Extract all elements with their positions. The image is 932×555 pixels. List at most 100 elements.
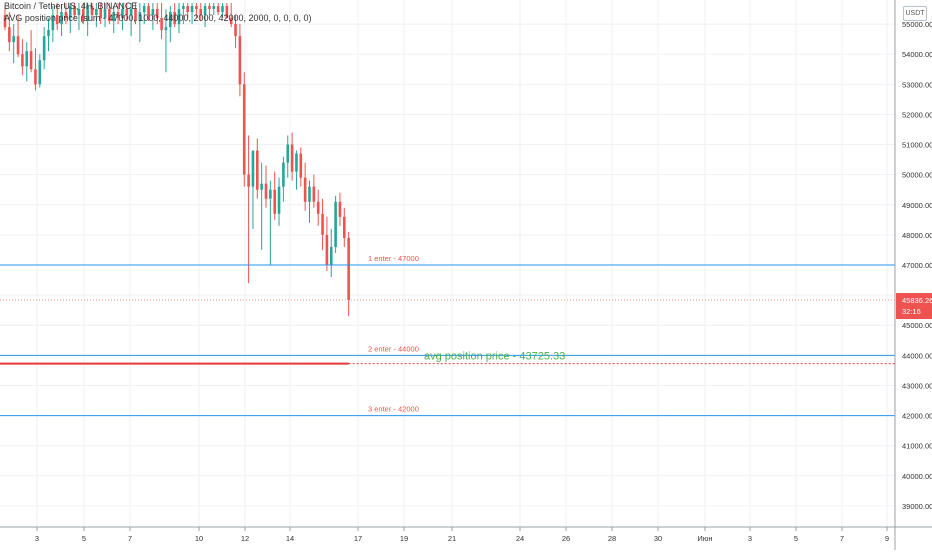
x-tick-label: 12 [241, 534, 249, 543]
bearish-candle [299, 147, 303, 187]
candle-body [12, 36, 15, 43]
bearish-candle [229, 3, 233, 28]
bearish-candle [99, 3, 102, 25]
candle-body [151, 9, 155, 16]
x-tick-label: 10 [195, 534, 203, 543]
price-levels: 1 enter - 47000 2 enter - 44000 3 enter - … [0, 254, 895, 417]
candle-body [229, 18, 233, 25]
candle-body [60, 12, 63, 25]
candle-body [303, 177, 307, 202]
x-tick-label: 28 [608, 534, 616, 543]
candle-body [212, 6, 216, 10]
bearish-candle [316, 189, 320, 226]
candle-body [142, 6, 146, 13]
bearish-candle [343, 207, 346, 247]
bearish-candle [234, 15, 237, 49]
y-tick-label: 48000.00 [902, 231, 932, 240]
x-tick-label: 5 [82, 534, 86, 543]
bearish-candle [8, 12, 11, 52]
x-tick-label: 30 [654, 534, 662, 543]
candle-body [164, 27, 168, 31]
symbol-title[interactable]: Bitcoin / TetherUS, 4H, BINANCE [4, 1, 138, 11]
candle-body [42, 36, 46, 61]
candle-body [173, 12, 176, 25]
candle-body [225, 6, 229, 19]
candle-body [343, 216, 346, 238]
bullish-candle [86, 3, 89, 37]
candle-body [86, 6, 89, 22]
candle-body [68, 6, 72, 19]
bearish-candle [155, 3, 159, 25]
bullish-candle [68, 3, 72, 34]
x-tick-label: 3 [748, 534, 752, 543]
bearish-candle [134, 3, 137, 25]
x-tick-label: 7 [840, 534, 844, 543]
candle-body [269, 189, 272, 199]
bullish-candle [269, 180, 272, 266]
x-tick-label: 14 [286, 534, 294, 543]
y-tick-label: 44000.00 [902, 351, 932, 360]
bearish-candle [116, 3, 120, 25]
x-tick-label: 3 [35, 534, 39, 543]
x-tick-label: 17 [354, 534, 362, 543]
bearish-candle [303, 162, 307, 211]
candle-body [238, 36, 242, 85]
y-tick-label: 52000.00 [902, 110, 932, 119]
bearish-candle [242, 72, 246, 187]
bullish-candle [12, 24, 15, 64]
price-axis[interactable]: 39000.00 40000.00 41000.00 42000.00 43000.00… [894, 0, 932, 550]
candle-body [47, 30, 50, 37]
bullish-candle [129, 3, 133, 37]
bullish-candle [42, 27, 46, 70]
time-axis[interactable]: 3 5 7 10 12 14 17 19 21 24 26 28 30 Июн 3 5 7 9 [0, 526, 932, 543]
currency-button[interactable]: USDT [903, 6, 927, 21]
bullish-candle [121, 3, 124, 31]
candle-body [8, 27, 11, 43]
candle-body [34, 69, 37, 85]
candle-body [260, 183, 263, 190]
bearish-candle [3, 6, 7, 31]
candle-body [121, 9, 124, 19]
bearish-candle [312, 174, 316, 208]
candle-body [316, 201, 320, 214]
indicator-legend[interactable]: AVG position price (sum - 47000, 1000, 4… [4, 13, 312, 23]
bearish-candle [290, 132, 294, 181]
bearish-candle [147, 3, 150, 22]
bullish-candle [25, 42, 29, 82]
candle-body [147, 6, 150, 16]
candle-body [308, 186, 311, 202]
candle-body [203, 6, 207, 16]
bullish-candle [142, 3, 146, 25]
grid-lines [0, 0, 895, 527]
candle-body [286, 144, 290, 163]
candle-body [334, 201, 337, 247]
candle-body [55, 15, 59, 25]
y-tick-label: 47000.00 [902, 261, 932, 270]
bearish-candle [256, 138, 259, 199]
bearish-candle [160, 3, 163, 40]
bullish-candle [51, 6, 55, 43]
candle-body [182, 6, 185, 10]
last-price-tag [896, 293, 932, 320]
bearish-candle [208, 3, 211, 16]
candle-body [3, 15, 7, 28]
bullish-candle [260, 162, 263, 250]
candle-body [38, 60, 42, 85]
candle-body [177, 9, 181, 25]
candle-body [256, 150, 259, 190]
candle-body [186, 6, 189, 13]
bearish-candle [325, 216, 329, 272]
candle-body [329, 246, 333, 266]
candle-body [95, 9, 98, 16]
bearish-candle [338, 192, 342, 226]
bullish-candle [60, 6, 63, 37]
bearish-candle [264, 165, 268, 208]
bearish-candle [216, 3, 220, 16]
x-tick-label: 5 [794, 534, 798, 543]
y-tick-label: 51000.00 [902, 141, 932, 150]
bullish-candle [282, 156, 285, 202]
x-tick-label: 9 [885, 534, 889, 543]
y-tick-label: 53000.00 [902, 80, 932, 89]
